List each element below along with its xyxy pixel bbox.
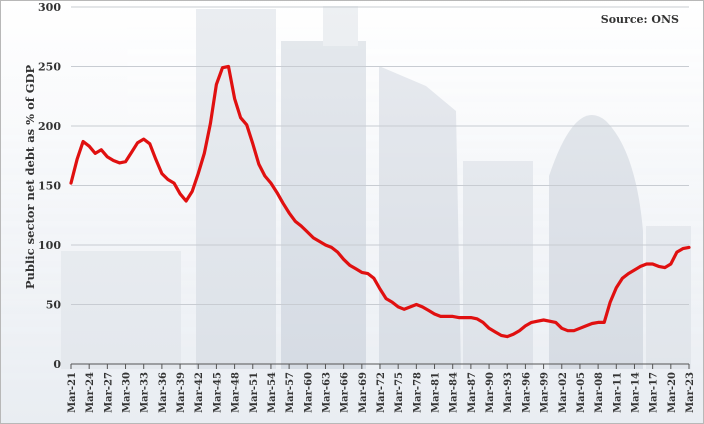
y-tick-label: 250: [38, 61, 61, 74]
y-axis-label: Public sector net debt as % of GDP: [23, 65, 37, 290]
debt-series-line: [69, 64, 691, 339]
x-tick-label: Mar-51: [249, 372, 260, 413]
x-tick-label: Mar-84: [449, 372, 460, 413]
x-tick-label: Mar-72: [376, 372, 387, 413]
x-tick-label: Mar-60: [303, 372, 314, 413]
x-tick-label: Mar-69: [358, 372, 369, 413]
y-tick-label: 300: [38, 1, 61, 14]
x-tick-label: Mar-08: [594, 372, 605, 413]
x-tick-label: Mar-45: [212, 372, 223, 413]
x-tick-label: Mar-93: [503, 372, 514, 413]
x-axis-ticks: Mar-21 Mar-24 Mar-27 Mar-30 Mar-33 Mar-36 Mar-…: [67, 372, 696, 413]
x-tick-label: Mar-36: [158, 372, 169, 413]
x-tick-label: Mar-87: [467, 372, 478, 413]
source-note: Source: ONS: [601, 13, 679, 26]
y-tick-label: 0: [53, 358, 61, 371]
x-tick-label: Mar-42: [194, 372, 205, 413]
y-axis-ticks: 0 50 100 150 200 250 300: [38, 1, 61, 371]
x-tick-label: Mar-11: [612, 372, 623, 413]
y-tick-label: 50: [46, 299, 62, 312]
x-tick-label: Mar-63: [321, 372, 332, 413]
x-tick-label: Mar-30: [122, 372, 133, 413]
x-tick-label: Mar-21: [67, 372, 78, 413]
y-tick-label: 150: [38, 180, 61, 193]
x-tick-label: Mar-02: [558, 372, 569, 413]
x-tick-label: Mar-90: [485, 372, 496, 413]
x-tick-label: Mar-33: [140, 372, 151, 413]
y-tick-label: 100: [38, 239, 61, 252]
x-tick-label: Mar-05: [576, 372, 587, 413]
x-tick-label: Mar-75: [394, 372, 405, 413]
x-tick-label: Mar-39: [176, 372, 187, 413]
x-tick-label: Mar-54: [267, 372, 278, 413]
x-tick-label: Mar-48: [231, 372, 242, 413]
x-tick-label: Mar-20: [667, 372, 678, 413]
y-tick-label: 200: [38, 120, 61, 133]
x-tick-label: Mar-27: [103, 372, 114, 413]
x-tick-label: Mar-23: [685, 372, 696, 413]
x-tick-label: Mar-57: [285, 372, 296, 413]
x-tick-label: Mar-66: [340, 372, 351, 413]
x-tick-label: Mar-81: [431, 372, 442, 413]
x-tick-label: Mar-96: [521, 372, 532, 413]
x-tick-label: Mar-24: [85, 372, 96, 413]
x-tick-label: Mar-78: [412, 372, 423, 413]
x-axis: [70, 363, 690, 369]
x-tick-label: Mar-99: [540, 372, 551, 413]
x-tick-label: Mar-17: [649, 372, 660, 413]
x-tick-label: Mar-14: [630, 372, 641, 413]
